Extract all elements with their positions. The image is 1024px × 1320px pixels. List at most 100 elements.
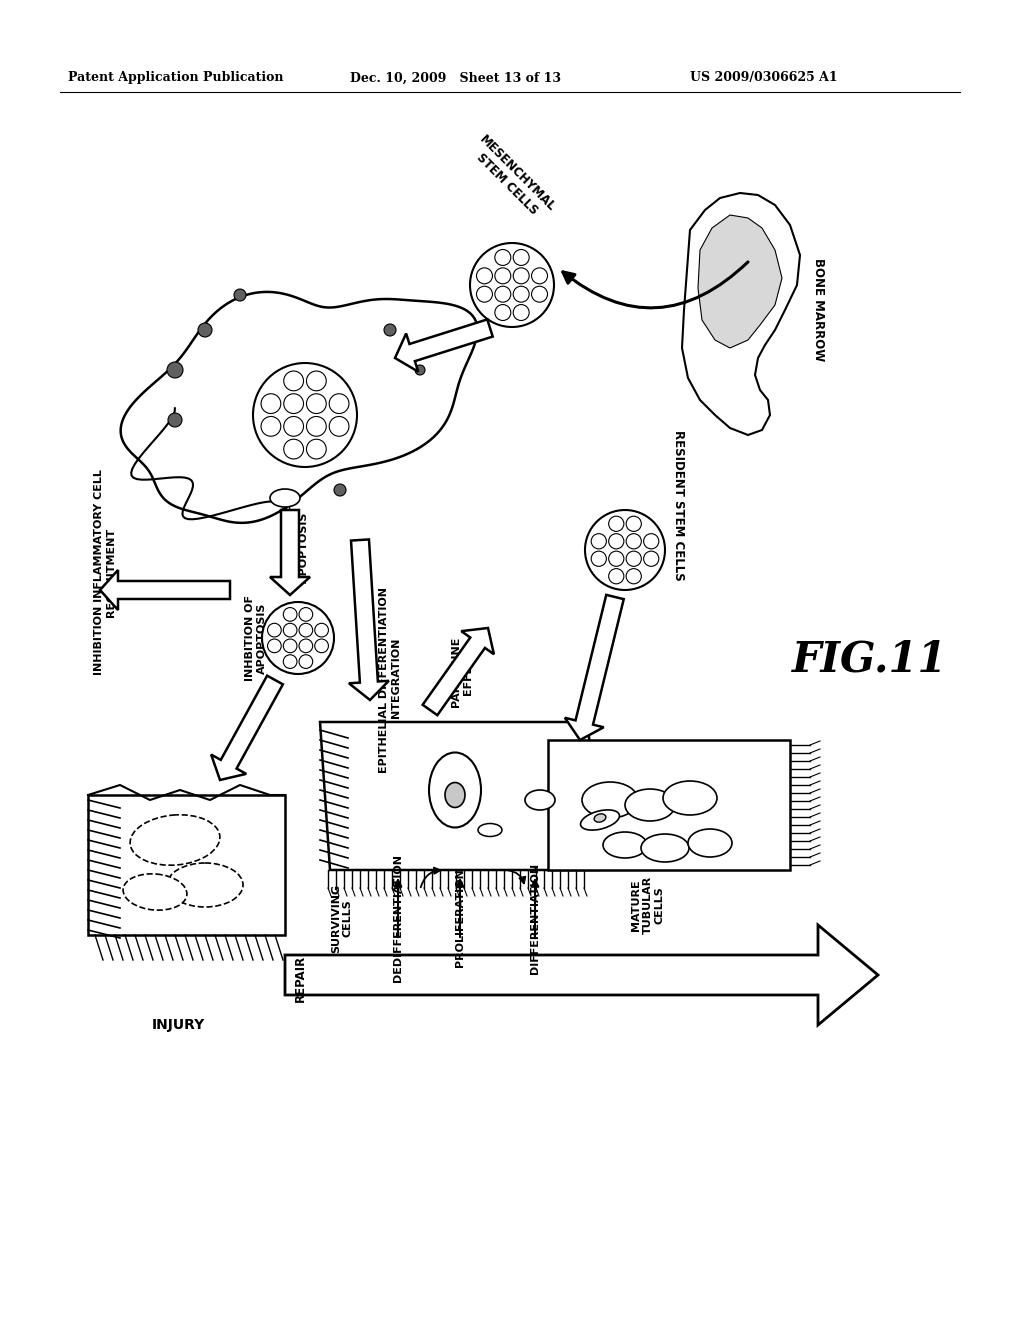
Circle shape xyxy=(513,249,529,265)
Circle shape xyxy=(168,413,182,426)
Circle shape xyxy=(415,366,425,375)
Circle shape xyxy=(234,289,246,301)
Circle shape xyxy=(299,639,312,652)
Circle shape xyxy=(299,607,312,622)
Circle shape xyxy=(284,655,297,668)
Polygon shape xyxy=(548,741,790,870)
Circle shape xyxy=(284,607,297,622)
Text: RESIDENT STEM CELLS: RESIDENT STEM CELLS xyxy=(672,429,685,581)
Ellipse shape xyxy=(525,789,555,810)
Polygon shape xyxy=(285,925,878,1026)
Text: PROLIFERATION: PROLIFERATION xyxy=(455,869,465,968)
Circle shape xyxy=(626,533,641,549)
Circle shape xyxy=(495,286,511,302)
Text: INHBITION OF
APOPTOSIS: INHBITION OF APOPTOSIS xyxy=(245,595,267,681)
Text: FIG.11: FIG.11 xyxy=(793,639,948,681)
Circle shape xyxy=(608,569,624,583)
Circle shape xyxy=(329,417,349,436)
Circle shape xyxy=(261,417,281,436)
Circle shape xyxy=(531,286,548,302)
Circle shape xyxy=(585,510,665,590)
Circle shape xyxy=(306,393,327,413)
Ellipse shape xyxy=(478,824,502,837)
Circle shape xyxy=(476,286,493,302)
Text: SURVIVING
CELLS: SURVIVING CELLS xyxy=(331,883,353,953)
Polygon shape xyxy=(100,570,230,610)
Circle shape xyxy=(513,268,529,284)
Circle shape xyxy=(284,393,303,413)
Circle shape xyxy=(284,371,303,391)
Circle shape xyxy=(334,484,346,496)
Circle shape xyxy=(284,440,303,459)
Circle shape xyxy=(267,639,282,652)
Polygon shape xyxy=(682,193,800,436)
Circle shape xyxy=(591,533,606,549)
Circle shape xyxy=(329,393,349,413)
Circle shape xyxy=(608,552,624,566)
Text: Dec. 10, 2009   Sheet 13 of 13: Dec. 10, 2009 Sheet 13 of 13 xyxy=(350,71,561,84)
Ellipse shape xyxy=(445,783,465,808)
Circle shape xyxy=(591,552,606,566)
Text: US 2009/0306625 A1: US 2009/0306625 A1 xyxy=(690,71,838,84)
Text: INHBITION OF
APOPTOSIS: INHBITION OF APOPTOSIS xyxy=(287,504,309,590)
Polygon shape xyxy=(395,319,493,372)
Circle shape xyxy=(284,417,303,436)
Circle shape xyxy=(626,552,641,566)
Text: INJURY: INJURY xyxy=(152,1018,205,1032)
Text: REPAIR: REPAIR xyxy=(294,954,306,1002)
Circle shape xyxy=(261,393,281,413)
Circle shape xyxy=(608,516,624,532)
Circle shape xyxy=(299,623,312,638)
Circle shape xyxy=(495,305,511,321)
Ellipse shape xyxy=(688,829,732,857)
Circle shape xyxy=(306,440,327,459)
Circle shape xyxy=(262,602,334,675)
Circle shape xyxy=(470,243,554,327)
Circle shape xyxy=(531,268,548,284)
Polygon shape xyxy=(270,510,310,595)
Text: MATURE
TUBULAR
CELLS: MATURE TUBULAR CELLS xyxy=(632,876,665,935)
Circle shape xyxy=(495,249,511,265)
Ellipse shape xyxy=(663,781,717,814)
Ellipse shape xyxy=(123,874,187,911)
Ellipse shape xyxy=(641,834,689,862)
Text: MESENCHYMAL
STEM CELLS: MESENCHYMAL STEM CELLS xyxy=(466,133,558,224)
Circle shape xyxy=(384,323,396,337)
Circle shape xyxy=(476,268,493,284)
Ellipse shape xyxy=(625,789,675,821)
Circle shape xyxy=(314,623,329,638)
Text: Patent Application Publication: Patent Application Publication xyxy=(68,71,284,84)
Ellipse shape xyxy=(582,781,638,818)
Text: EPITHELIAL DIFFERENTIATION
INTEGRATION: EPITHELIAL DIFFERENTIATION INTEGRATION xyxy=(379,587,400,774)
Circle shape xyxy=(299,655,312,668)
Ellipse shape xyxy=(270,488,300,507)
Circle shape xyxy=(513,286,529,302)
Ellipse shape xyxy=(130,814,220,865)
Circle shape xyxy=(167,362,183,378)
Circle shape xyxy=(314,639,329,652)
Ellipse shape xyxy=(594,814,606,822)
Text: DIFFERENTIATION: DIFFERENTIATION xyxy=(530,862,540,974)
Circle shape xyxy=(267,623,282,638)
Text: PARACRINE
EFFECT: PARACRINE EFFECT xyxy=(452,636,473,708)
Circle shape xyxy=(253,363,357,467)
Ellipse shape xyxy=(603,832,647,858)
Polygon shape xyxy=(349,540,389,700)
Circle shape xyxy=(284,623,297,638)
Polygon shape xyxy=(121,292,477,523)
Circle shape xyxy=(306,371,327,391)
Circle shape xyxy=(284,639,297,652)
Circle shape xyxy=(608,533,624,549)
Polygon shape xyxy=(88,795,285,935)
Circle shape xyxy=(513,305,529,321)
Circle shape xyxy=(495,268,511,284)
Text: INHIBITION INFLAMMATORY CELL
RECRUITMENT: INHIBITION INFLAMMATORY CELL RECRUITMENT xyxy=(94,469,116,675)
Circle shape xyxy=(306,417,327,436)
Polygon shape xyxy=(698,215,782,348)
Ellipse shape xyxy=(429,752,481,828)
Text: BONE MARROW: BONE MARROW xyxy=(812,259,825,362)
Circle shape xyxy=(644,552,658,566)
Polygon shape xyxy=(423,628,494,715)
Ellipse shape xyxy=(167,863,243,907)
Ellipse shape xyxy=(581,810,620,830)
